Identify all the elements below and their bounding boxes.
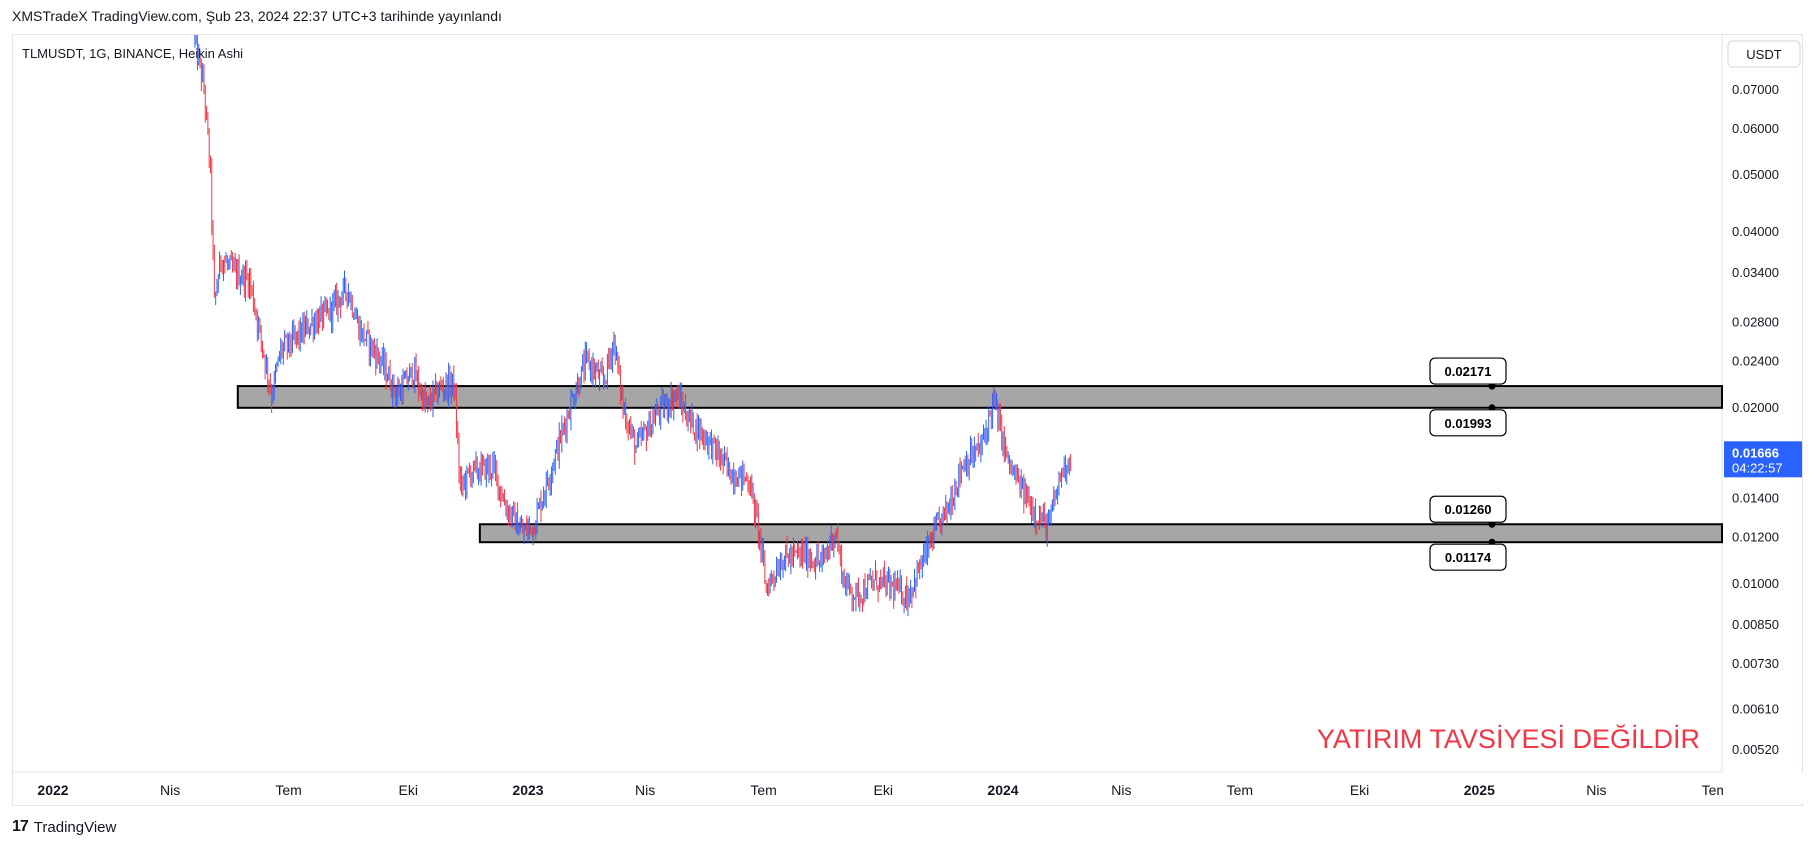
zone-band (236, 385, 1723, 409)
y-tick-label: 0.00520 (1732, 742, 1779, 757)
price-axis[interactable]: USDT 0.07000 0.06000 0.05000 0.04000 0.03400 0… (1072, 40, 1802, 757)
x-tick-label: Nis (635, 782, 655, 798)
published-header: XMSTradeX TradingView.com, Şub 23, 2024 … (12, 8, 502, 24)
x-tick-label: Tem (1227, 782, 1253, 798)
tradingview-brand: TradingView (33, 818, 117, 836)
last-price-value: 0.01666 (1732, 445, 1779, 460)
y-tick-label: 0.01400 (1732, 490, 1779, 505)
y-tick-label: 0.01000 (1732, 576, 1779, 591)
x-tick-label: 2022 (37, 782, 68, 798)
currency-label: USDT (1746, 47, 1781, 62)
disclaimer-watermark: YATIRIM TAVSİYESİ DEĞİLDİR (1317, 723, 1700, 754)
y-tick-label: 0.00610 (1732, 701, 1779, 716)
y-tick-label: 0.07000 (1732, 82, 1779, 97)
support-resistance-zones: 0.02171 0.01993 0.01260 0.01174 (236, 357, 1723, 571)
tradingview-logo-icon: 17 (12, 818, 29, 835)
x-tick-label: Eki (874, 782, 893, 798)
axis-corner (1723, 773, 1803, 803)
x-tick-label: Eki (1350, 782, 1369, 798)
x-tick-label: Nis (160, 782, 180, 798)
x-tick-label: Tem (275, 782, 301, 798)
y-tick-label: 0.02800 (1732, 314, 1779, 329)
y-tick-label: 0.01200 (1732, 530, 1779, 545)
chart-frame (12, 34, 1803, 806)
currency-button[interactable] (1727, 40, 1801, 68)
y-tick-label: 0.00850 (1732, 617, 1779, 632)
y-tick-label: 0.00730 (1732, 656, 1779, 671)
zone-price-label: 0.01993 (1445, 416, 1492, 431)
last-price-badge (1724, 441, 1802, 478)
y-tick-label: 0.03400 (1732, 265, 1779, 280)
zone-price-label: 0.01174 (1445, 550, 1492, 565)
y-tick-label: 0.06000 (1732, 121, 1779, 136)
x-tick-label: Eki (399, 782, 418, 798)
x-tick-label: 2025 (1464, 782, 1495, 798)
zone-price-label: 0.01260 (1445, 502, 1492, 517)
zone-price-box (1429, 543, 1507, 571)
zone-band (478, 523, 1723, 544)
x-tick-label: 2023 (512, 782, 543, 798)
x-tick-label: Tem (1702, 782, 1728, 798)
zone-price-label: 0.02171 (1445, 364, 1492, 379)
x-tick-label: Tem (750, 782, 776, 798)
y-tick-label: 0.02000 (1732, 400, 1779, 415)
zone-price-box (1429, 409, 1507, 437)
x-tick-label: Nis (1111, 782, 1131, 798)
time-axis[interactable]: 2022 Nis Tem Eki 2023 Nis Tem Eki 2024 Nis Tem Eki 2… (37, 773, 1803, 803)
zone-price-box (1429, 495, 1507, 523)
tradingview-footer[interactable]: 17 TradingView (12, 818, 116, 836)
price-countdown: 04:22:57 (1732, 460, 1783, 475)
y-tick-label: 0.02400 (1732, 354, 1779, 369)
y-tick-label: 0.04000 (1732, 224, 1779, 239)
y-tick-label: 0.05000 (1732, 167, 1779, 182)
x-tick-label: 2024 (987, 782, 1018, 798)
x-tick-label: Nis (1586, 782, 1606, 798)
candles (194, 35, 1072, 617)
zone-price-box (1429, 357, 1507, 385)
symbol-label: TLMUSDT, 1G, BINANCE, Heikin Ashi (22, 46, 243, 61)
